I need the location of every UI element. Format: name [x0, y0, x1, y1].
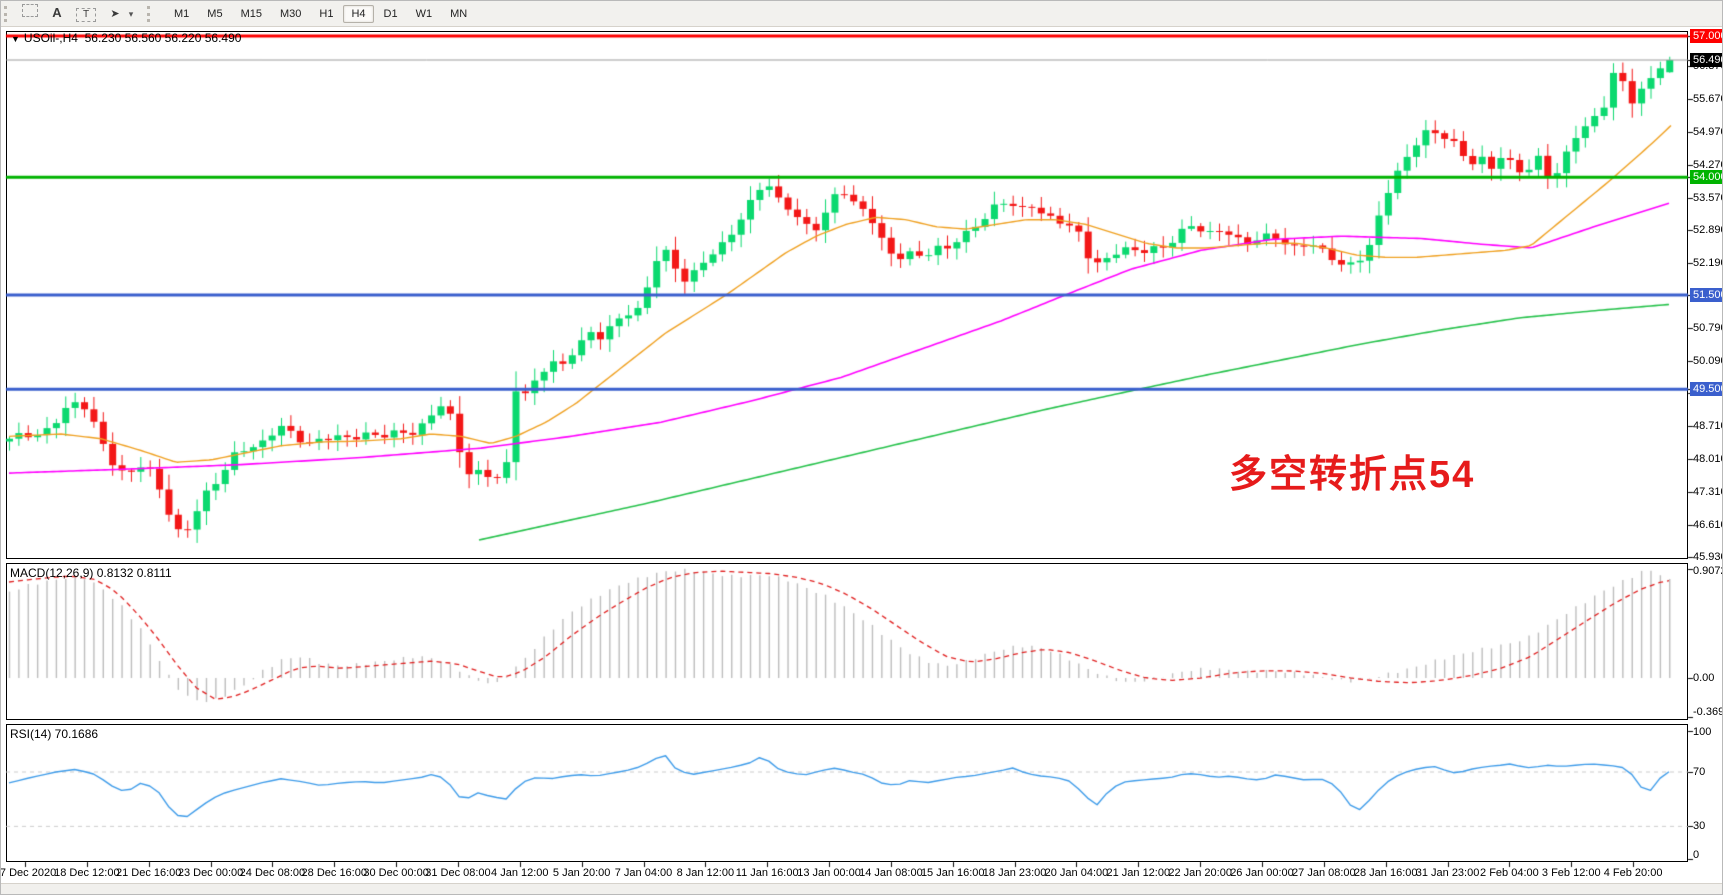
date-label: 15 Jan 16:00: [920, 867, 985, 879]
chart-annotation-text: 多空转折点54: [1229, 454, 1476, 496]
macd-indicator-label: MACD(12,26,9) 0.8132 0.8111: [10, 566, 172, 580]
price-tick-label: 45.930: [1693, 551, 1722, 564]
timeframe-button-h4[interactable]: H4: [343, 4, 374, 23]
price-tick-label: 46.610: [1693, 519, 1722, 532]
timeframe-button-m30[interactable]: M30: [279, 7, 302, 20]
date-label: 3 Feb 12:00: [1541, 867, 1601, 879]
date-label: 21 Jan 12:00: [1106, 867, 1171, 879]
rsi-tick-label: 0: [1693, 849, 1700, 861]
rsi-pane[interactable]: [6, 724, 1688, 862]
price-badge-51500: 51.500: [1690, 288, 1722, 303]
price-tick-label: 54.270: [1693, 158, 1722, 171]
date-label: 28 Jan 16:00: [1353, 867, 1418, 879]
date-label: 18 Jan 23:00: [982, 867, 1047, 879]
window-bottom-edge: [1, 883, 1722, 894]
date-label: 8 Jan 12:00: [676, 867, 735, 879]
price-tick-label: 50.090: [1693, 355, 1722, 368]
price-tick-label: 48.710: [1693, 420, 1722, 433]
date-label: 18 Dec 12:00: [54, 867, 120, 879]
rsi-indicator-label: RSI(14) 70.1686: [10, 727, 99, 741]
selection-tool-icon[interactable]: [22, 4, 38, 18]
date-label: 20 Jan 04:00: [1044, 867, 1109, 879]
timeframe-button-w1[interactable]: W1: [415, 7, 433, 20]
date-label: 13 Jan 00:00: [797, 867, 861, 879]
chart-title: ▼ USOil-,H4 56.230 56.560 56.220 56.490: [11, 31, 241, 45]
date-label: 4 Jan 12:00: [491, 867, 549, 879]
date-label: 26 Jan 00:00: [1230, 867, 1294, 879]
rsi-tick-label: 30: [1693, 820, 1706, 833]
price-tick-label: 52.890: [1693, 223, 1722, 236]
price-tick-label: 47.310: [1693, 486, 1722, 499]
macd-tick-label: 0.9072: [1693, 565, 1722, 577]
rsi-tick-label: 100: [1693, 726, 1712, 738]
text-box-tool-icon[interactable]: T: [76, 7, 96, 22]
timeframe-button-mn[interactable]: MN: [450, 7, 468, 20]
toolbar-grip[interactable]: [4, 5, 10, 22]
date-label: 27 Jan 08:00: [1292, 867, 1356, 879]
price-badge-49500: 49.500: [1690, 382, 1722, 397]
date-label: 23 Dec 00:00: [177, 867, 244, 879]
timeframe-button-m1[interactable]: M1: [174, 7, 190, 20]
price-badge-56490: 56.490: [1690, 53, 1722, 68]
text-label-tool-icon[interactable]: A: [52, 5, 62, 21]
date-label: 22 Jan 20:00: [1168, 867, 1232, 879]
macd-pane[interactable]: [6, 563, 1688, 720]
date-label: 30 Dec 00:00: [363, 867, 429, 879]
chart-ohlc-values: 56.230 56.560 56.220 56.490: [84, 31, 242, 45]
date-label: 14 Jan 08:00: [859, 867, 923, 879]
macd-tick-label: -0.369: [1693, 706, 1723, 718]
timeframe-toolbar: M1 M5 M15 M30 H1 H4 D1 W1 MN: [165, 4, 476, 23]
macd-tick-label: 0.00: [1693, 672, 1715, 684]
toolbar-grip-2[interactable]: [147, 5, 153, 22]
drawing-tools-group: A T ➤ ▾: [16, 4, 144, 23]
cursor-tool-icon[interactable]: ➤: [110, 8, 120, 21]
price-tick-label: 53.570: [1693, 191, 1722, 204]
date-label: 21 Dec 16:00: [115, 867, 182, 879]
date-label: 11 Jan 16:00: [735, 867, 799, 879]
price-badge-57000: 57.000: [1690, 29, 1722, 43]
toolbar: A T ➤ ▾ M1 M5 M15 M30 H1 H4 D1 W1 MN: [1, 1, 1722, 27]
date-label: 4 Feb 20:00: [1603, 867, 1663, 879]
price-tick-label: 54.970: [1693, 125, 1722, 138]
timeframe-button-h1[interactable]: H1: [319, 7, 334, 20]
date-label: 5 Jan 20:00: [552, 867, 611, 879]
rsi-tick-label: 70: [1693, 766, 1706, 778]
timeframe-button-d1[interactable]: D1: [383, 7, 398, 20]
timeframe-button-m5[interactable]: M5: [207, 7, 223, 20]
date-label: 7 Jan 04:00: [614, 867, 673, 879]
price-tick-label: 55.670: [1693, 92, 1722, 105]
symbol-dropdown-icon[interactable]: ▼: [11, 34, 20, 44]
date-label: 31 Jan 23:00: [1415, 867, 1480, 879]
price-badge-54000: 54.000: [1690, 170, 1722, 185]
date-label: 31 Dec 08:00: [425, 867, 491, 879]
price-tick-label: 52.190: [1693, 256, 1722, 269]
date-label: 17 Dec 2020: [0, 867, 57, 879]
timeframe-button-m15[interactable]: M15: [240, 7, 262, 20]
date-label: 28 Dec 16:00: [301, 867, 367, 879]
chart-symbol-label: USOil-,H4: [23, 31, 78, 45]
date-label: 2 Feb 04:00: [1480, 867, 1539, 879]
price-tick-label: 48.010: [1693, 453, 1722, 466]
price-tick-label: 50.790: [1693, 322, 1722, 335]
date-label: 24 Dec 08:00: [239, 867, 306, 879]
dropdown-caret-icon[interactable]: ▾: [128, 9, 134, 20]
